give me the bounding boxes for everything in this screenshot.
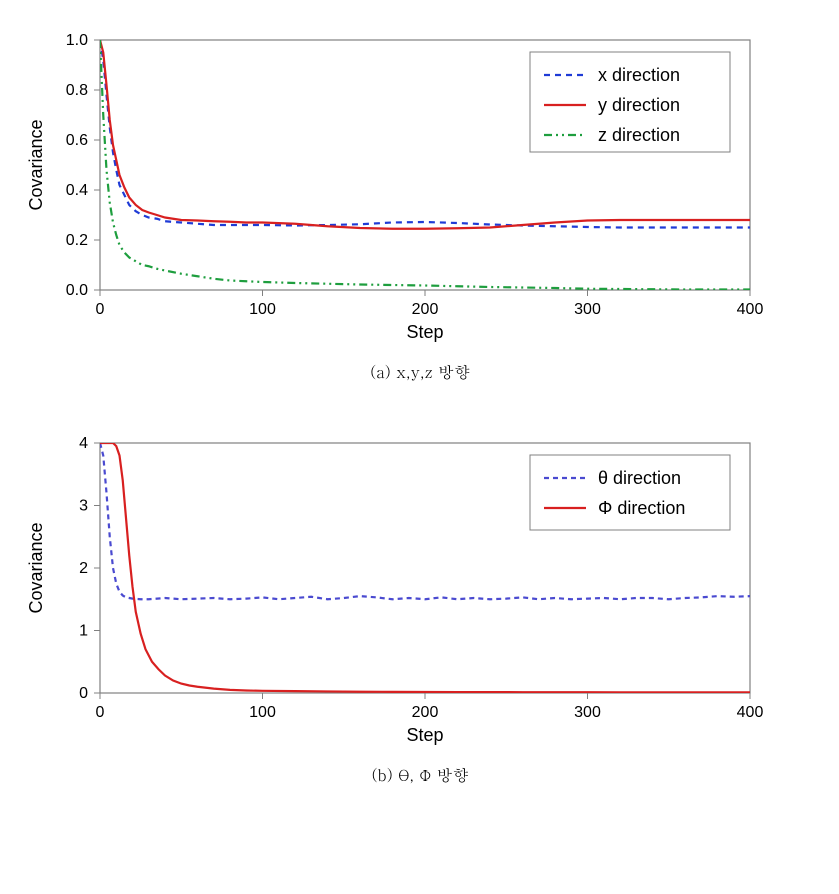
svg-text:0: 0 — [96, 704, 105, 721]
svg-text:0: 0 — [79, 685, 88, 702]
svg-text:200: 200 — [412, 704, 439, 721]
svg-text:y direction: y direction — [598, 95, 680, 115]
svg-text:400: 400 — [737, 704, 764, 721]
svg-text:Step: Step — [406, 322, 443, 342]
svg-text:0.8: 0.8 — [66, 82, 88, 99]
svg-text:Covariance: Covariance — [26, 522, 46, 613]
svg-text:x direction: x direction — [598, 65, 680, 85]
svg-text:1.0: 1.0 — [66, 32, 88, 49]
svg-text:300: 300 — [574, 704, 601, 721]
svg-text:300: 300 — [574, 301, 601, 318]
svg-text:Φ direction: Φ direction — [598, 498, 685, 518]
svg-text:100: 100 — [249, 301, 276, 318]
svg-text:Step: Step — [406, 725, 443, 745]
svg-text:z direction: z direction — [598, 125, 680, 145]
chart-b: 0 100 200 300 400 0 1 2 3 4 Step Covariance θ direct… — [20, 423, 820, 786]
chart-a: 0 100 200 300 400 0.0 0.2 0.4 0.6 0.8 1.0 Step Covar… — [20, 20, 820, 383]
svg-text:Covariance: Covariance — [26, 119, 46, 210]
chart-b-svg: 0 100 200 300 400 0 1 2 3 4 Step Covariance θ direct… — [20, 423, 780, 753]
svg-text:400: 400 — [737, 301, 764, 318]
svg-text:1: 1 — [79, 623, 88, 640]
svg-text:0.6: 0.6 — [66, 132, 88, 149]
svg-text:200: 200 — [412, 301, 439, 318]
svg-text:0: 0 — [96, 301, 105, 318]
svg-text:2: 2 — [79, 560, 88, 577]
chart-b-caption: (b) θ, Φ 방향 — [20, 763, 820, 786]
svg-text:4: 4 — [79, 435, 88, 452]
svg-text:θ direction: θ direction — [598, 468, 681, 488]
svg-text:3: 3 — [79, 498, 88, 515]
figure-container: 01002003004000.00.20.40.60.81.0StepCovar… — [20, 20, 820, 786]
chart-a-caption: (a) x,y,z 방향 — [20, 360, 820, 383]
svg-text:0.4: 0.4 — [66, 182, 88, 199]
svg-text:100: 100 — [249, 704, 276, 721]
svg-text:0.2: 0.2 — [66, 232, 88, 249]
svg-text:0.0: 0.0 — [66, 282, 88, 299]
chart-a-svg: 0 100 200 300 400 0.0 0.2 0.4 0.6 0.8 1.0 Step Covar… — [20, 20, 780, 350]
